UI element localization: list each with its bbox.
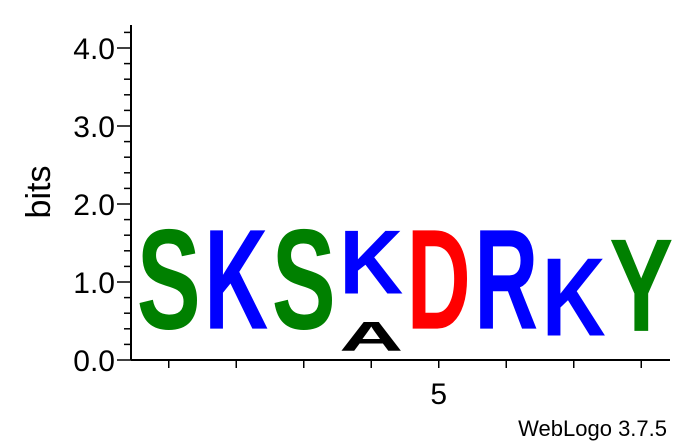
y-tick-label: 1.0 [73,267,115,300]
logo-letter: Y [609,212,673,360]
y-tick-label: 0.0 [73,345,115,378]
y-tick-label: 2.0 [73,189,115,222]
weblogo-credit: WebLogo 3.7.5 [518,416,667,441]
logo-letter: S [137,199,201,359]
x-tick-label: 5 [430,378,447,411]
logo-letter: K [339,211,403,312]
logo-letter: A [339,313,403,360]
x-axis-ticks: 5 [168,360,642,411]
letter-stacks: S K S AK D R K Y [137,199,674,359]
logo-letter: R [474,200,538,360]
logo-letter: S [272,199,336,359]
logo-letter: K [542,236,606,360]
y-axis-title: bits [20,166,58,219]
logo-letter: D [407,200,471,360]
y-tick-label: 4.0 [73,33,115,66]
y-axis-ticks: 0.0 1.0 2.0 3.0 4.0 [73,31,131,378]
logo-letter: K [204,200,268,360]
y-tick-label: 3.0 [73,111,115,144]
